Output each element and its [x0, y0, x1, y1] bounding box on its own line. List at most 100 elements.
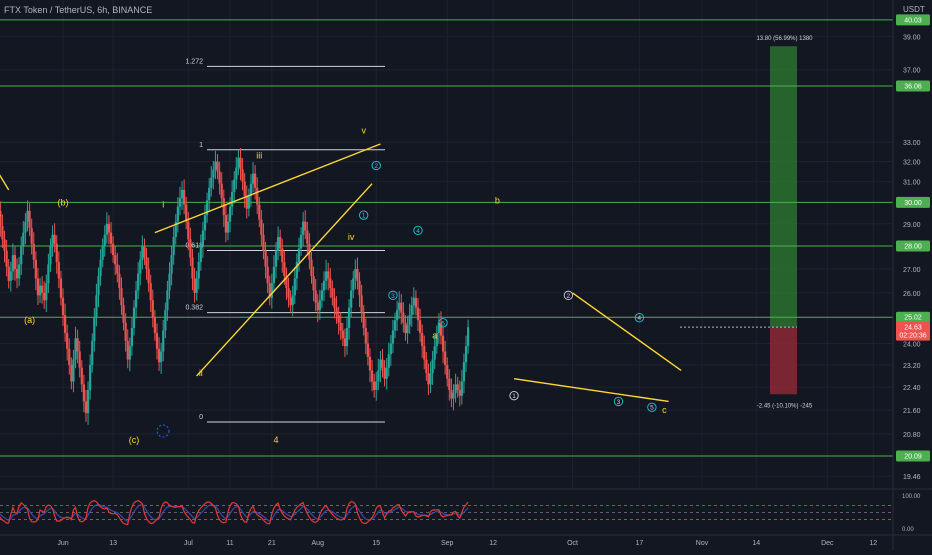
candle-body [417, 308, 419, 321]
candle-body [56, 244, 58, 262]
candle-body [106, 224, 108, 235]
candle-body [177, 207, 179, 222]
candle-body [141, 246, 143, 260]
time-tick-label: Aug [312, 540, 325, 547]
candle-body [108, 224, 110, 233]
candle-body [97, 276, 99, 295]
candle-body [168, 274, 170, 291]
candle-body [254, 174, 256, 188]
candle-body [152, 300, 154, 317]
candle-body [304, 222, 306, 231]
candle-body [239, 158, 241, 170]
candle-body [185, 204, 187, 221]
candle-body [60, 278, 62, 297]
candle-body [444, 351, 446, 364]
candle-body [6, 251, 8, 267]
candle-body [81, 368, 83, 385]
candle-body [319, 300, 321, 310]
candle-body [95, 295, 97, 317]
wave-circle-text: 4 [416, 228, 420, 235]
candle-body [267, 267, 269, 284]
candle-body [137, 274, 139, 291]
candle-body [104, 235, 106, 246]
candle-body [406, 325, 408, 333]
candle-body [139, 260, 141, 274]
wave-circle-text: 4 [638, 315, 642, 322]
candle-body [143, 246, 145, 257]
wave-circle-text: 1 [362, 213, 366, 220]
candle-body [43, 293, 45, 300]
price-tick-label: 29.00 [903, 222, 921, 229]
candle-body [279, 237, 281, 248]
candle-body [423, 346, 425, 359]
candle-body [8, 267, 10, 281]
candle-body [409, 315, 411, 325]
time-tick-label: 17 [635, 540, 643, 547]
candle-body [383, 368, 385, 379]
candle-body [120, 288, 122, 305]
price-tag-label: 30.00 [904, 200, 922, 207]
candle-body [352, 278, 354, 290]
wave-circle-text: 5 [650, 405, 654, 412]
time-tick-label: Dec [821, 540, 834, 547]
price-tick-label: 26.00 [903, 291, 921, 298]
candle-body [465, 346, 467, 362]
wave-label: v [361, 126, 366, 136]
candle-body [452, 393, 454, 399]
candle-body [415, 298, 417, 308]
candle-body [156, 333, 158, 349]
loss-zone[interactable] [770, 327, 797, 394]
candle-body [281, 248, 283, 262]
candle-body [356, 269, 358, 281]
candle-body [164, 310, 166, 330]
candle-body [402, 313, 404, 323]
fib-level-label: 1.272 [185, 58, 203, 65]
candle-body [162, 330, 164, 351]
candle-body [367, 344, 369, 357]
candle-body [160, 351, 162, 362]
candle-body [335, 308, 337, 316]
candle-body [204, 215, 206, 230]
candle-body [102, 246, 104, 260]
price-tick-label: 37.00 [903, 68, 921, 75]
candle-body [290, 298, 292, 305]
candle-body [229, 207, 231, 222]
candle-body [467, 327, 469, 346]
candle-body [344, 338, 346, 346]
candle-body [377, 370, 379, 381]
candle-body [214, 162, 216, 170]
candle-body [208, 188, 210, 200]
candle-body [419, 320, 421, 333]
profit-zone[interactable] [770, 46, 797, 327]
candle-body [379, 360, 381, 371]
candle-body [375, 382, 377, 390]
price-tag-label: 28.00 [904, 244, 922, 251]
price-tick-label: 32.00 [903, 160, 921, 167]
candle-body [400, 303, 402, 313]
rsi-tick-bottom: 0.00 [902, 527, 914, 533]
candle-body [463, 362, 465, 381]
candle-body [413, 298, 415, 305]
candle-body [20, 246, 22, 264]
wave-label: c [662, 405, 667, 415]
candle-body [154, 318, 156, 333]
candle-body [187, 222, 189, 240]
wave-label: (b) [58, 197, 69, 207]
candle-body [275, 251, 277, 267]
price-tick-label: 27.00 [903, 267, 921, 274]
candle-body [93, 318, 95, 341]
candle-body [338, 315, 340, 323]
candle-body [179, 198, 181, 206]
wave-label: a [432, 331, 437, 341]
time-tick-label: 13 [109, 540, 117, 547]
candle-body [87, 390, 89, 413]
candle-body [394, 320, 396, 330]
candle-body [411, 305, 413, 315]
candle-body [350, 290, 352, 307]
wave-circle-text: 1 [512, 393, 516, 400]
time-tick-label: Sep [441, 540, 454, 547]
candle-body [45, 283, 47, 300]
wave-label: b [495, 195, 500, 205]
candle-body [131, 328, 133, 346]
